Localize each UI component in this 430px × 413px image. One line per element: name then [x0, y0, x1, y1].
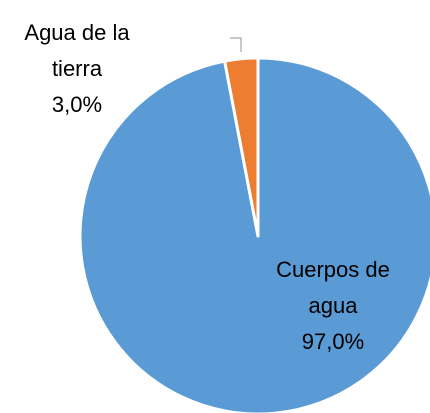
pie-slice	[78, 56, 430, 413]
slice-value: 3,0%	[51, 92, 103, 117]
slice-label: Agua de la tierra 3,0%	[12, 15, 142, 123]
slice-category: Cuerpos de agua	[276, 257, 390, 318]
leader-line	[230, 37, 242, 52]
pie-slice	[223, 56, 260, 238]
slice-label: Cuerpos de agua 97,0%	[263, 252, 403, 360]
slice-value: 97,0%	[301, 329, 365, 354]
slice-category: Agua de la tierra	[24, 20, 130, 81]
